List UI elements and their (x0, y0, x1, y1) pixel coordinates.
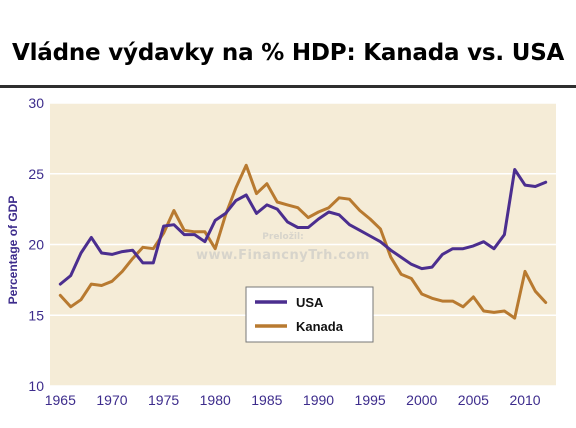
y-tick-label: 20 (28, 237, 44, 253)
x-tick-label: 1975 (148, 392, 179, 408)
x-tick-label: 1990 (303, 392, 334, 408)
y-tick-label: 30 (28, 95, 44, 111)
page-title: Vládne výdavky na % HDP: Kanada vs. USA (12, 40, 565, 66)
y-axis-label: Percentage of GDP (6, 196, 20, 305)
title-divider (0, 85, 576, 88)
legend-label-usa: USA (296, 295, 324, 310)
watermark-line1: Preložil: (262, 232, 303, 242)
legend-box (245, 286, 374, 343)
line-chart: Preložil: www.FinancnyTrh.com 10 15 20 25 30… (0, 88, 576, 428)
x-tick-label: 2005 (458, 392, 489, 408)
watermark-line2: www.FinancnyTrh.com (196, 248, 370, 263)
x-tick-label: 1985 (251, 392, 282, 408)
series-line-kanada (58, 163, 548, 320)
y-tick-label: 10 (28, 378, 44, 394)
y-tick-label: 25 (28, 166, 44, 182)
legend-label-kanada: Kanada (296, 319, 344, 334)
x-tick-label: 2010 (509, 392, 540, 408)
legend: USA Kanada (245, 286, 374, 343)
y-tick-label: 15 (28, 307, 44, 323)
x-tick-label: 1980 (200, 392, 231, 408)
series-line-usa (58, 168, 548, 286)
x-tick-label: 1965 (45, 392, 76, 408)
x-tick-label: 1970 (96, 392, 127, 408)
x-tick-label: 1995 (355, 392, 386, 408)
x-tick-label: 2000 (406, 392, 437, 408)
